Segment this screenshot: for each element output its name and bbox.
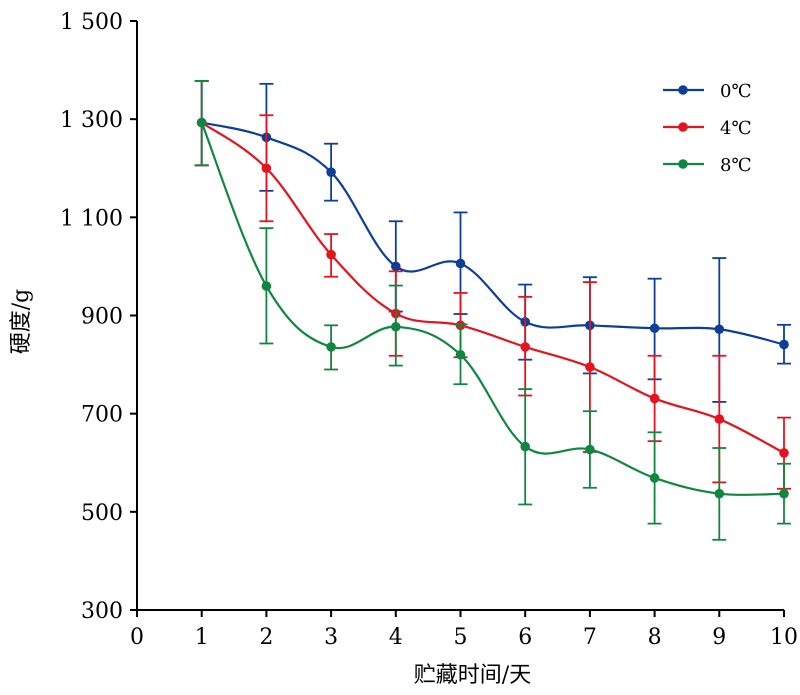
data-point: [585, 362, 595, 372]
legend-item: 8℃: [663, 155, 752, 176]
y-axis-title: 硬度/g: [9, 289, 34, 355]
y-tick-label: 500: [81, 501, 123, 526]
x-tick-label: 10: [770, 625, 798, 650]
y-tick-label: 700: [81, 403, 123, 428]
data-point: [196, 117, 207, 128]
y-tick-label: 1 300: [60, 108, 123, 133]
series-line: [201, 121, 785, 454]
data-point: [391, 321, 401, 332]
data-point: [714, 488, 725, 499]
legend: 0℃ 4℃ 8℃: [663, 81, 752, 176]
x-tick-label: 3: [324, 625, 338, 650]
data-point: [326, 249, 336, 260]
plot-area: [194, 79, 791, 541]
x-tick-label: 8: [648, 625, 662, 650]
data-point: [714, 414, 725, 424]
legend-swatch-marker: [678, 85, 688, 95]
legend-label: 8℃: [720, 155, 752, 176]
data-point: [649, 473, 660, 483]
data-point: [649, 393, 660, 404]
data-point: [520, 342, 530, 352]
x-tick-label: 1: [195, 625, 209, 650]
data-point: [520, 441, 530, 452]
legend-item: 0℃: [663, 81, 752, 102]
series-1: [194, 79, 791, 490]
x-tick-label: 4: [389, 625, 403, 650]
data-point: [326, 167, 336, 177]
legend-label: 4℃: [720, 118, 752, 139]
legend-item: 4℃: [663, 118, 752, 139]
y-tick-label: 1 500: [60, 10, 123, 35]
data-point: [261, 281, 272, 291]
data-point: [391, 261, 401, 272]
data-point: [455, 258, 466, 269]
series-2: [194, 79, 791, 541]
x-tick-label: 2: [259, 625, 273, 650]
legend-swatch-marker: [678, 122, 688, 132]
x-tick-label: 7: [583, 625, 597, 650]
series-0: [194, 79, 791, 403]
series-line: [201, 121, 785, 346]
x-tick-label: 0: [130, 625, 144, 650]
data-point: [455, 349, 466, 360]
data-point: [261, 163, 272, 174]
x-axis-title: 贮藏时间/天: [414, 663, 531, 688]
y-tick-label: 900: [81, 305, 123, 330]
data-point: [649, 323, 660, 334]
legend-label: 0℃: [720, 81, 752, 102]
legend-swatch-marker: [678, 159, 688, 169]
y-tick-label: 1 100: [60, 206, 123, 231]
series-line: [200, 122, 785, 497]
axes: 0 1 2 3 4 5 6 7 8 9 10 300 500 700 900 1 100 1 300 1 500: [60, 10, 798, 650]
y-tick-label: 300: [81, 599, 123, 624]
data-point: [779, 339, 789, 350]
data-point: [326, 342, 336, 352]
x-tick-label: 6: [518, 625, 532, 650]
data-point: [779, 488, 789, 499]
data-point: [714, 324, 725, 335]
data-point: [779, 448, 789, 458]
x-tick-label: 9: [712, 625, 726, 650]
data-point: [585, 444, 595, 455]
x-tick-label: 5: [454, 625, 468, 650]
